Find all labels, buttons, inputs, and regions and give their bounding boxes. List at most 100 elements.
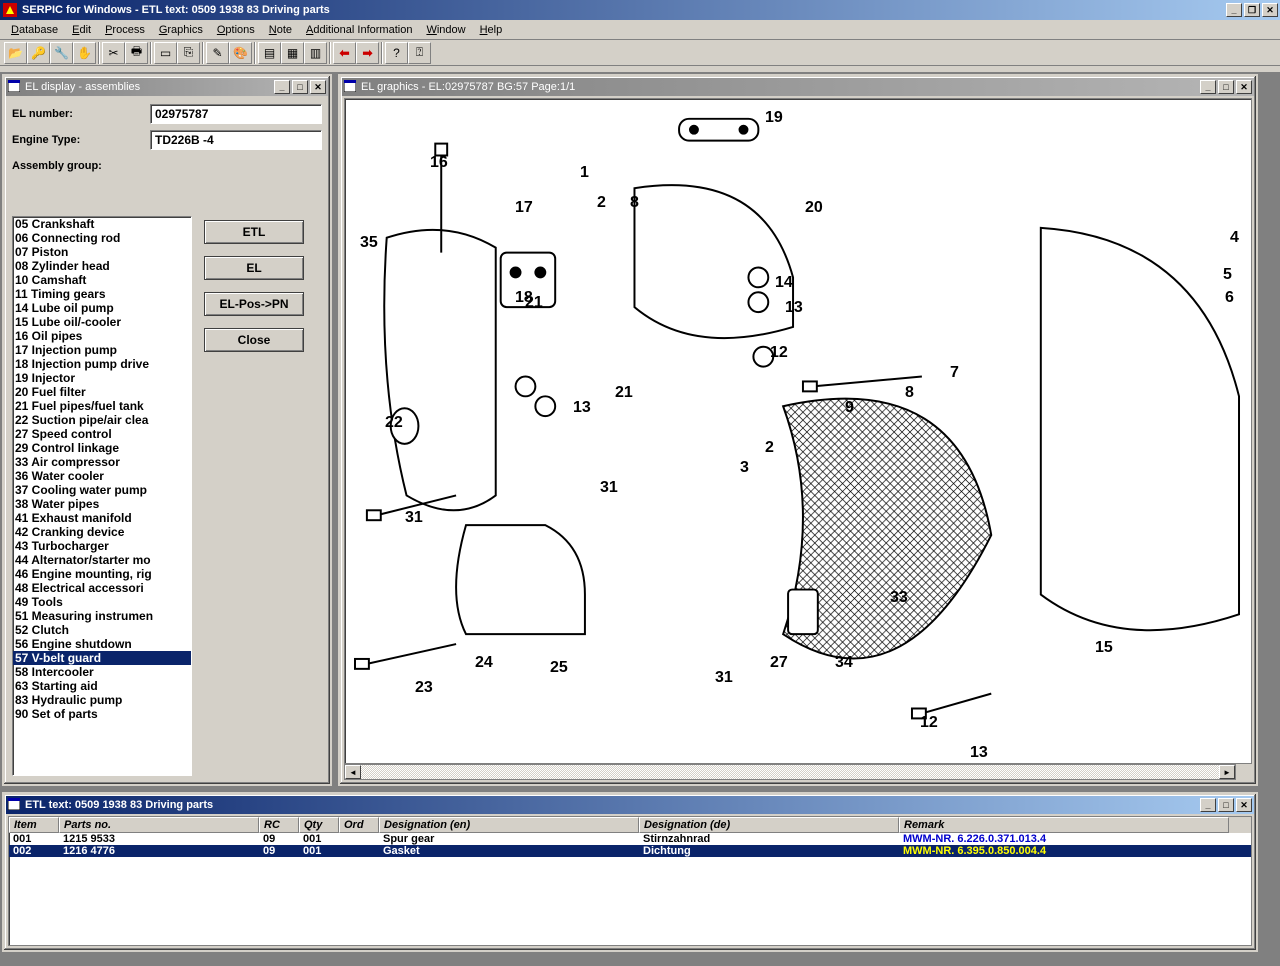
parts-col-parts_no[interactable]: Parts no.	[59, 817, 259, 833]
menu-window[interactable]: Window	[419, 22, 472, 38]
assembly-group-item[interactable]: 49 Tools	[13, 595, 191, 609]
engine-type-input[interactable]	[150, 130, 322, 150]
assembly-group-item[interactable]: 37 Cooling water pump	[13, 483, 191, 497]
assembly-group-item[interactable]: 33 Air compressor	[13, 455, 191, 469]
assembly-group-item[interactable]: 43 Turbocharger	[13, 539, 191, 553]
menu-process[interactable]: Process	[98, 22, 152, 38]
graphics-hscrollbar[interactable]: ◄ ►	[344, 764, 1236, 780]
assembly-group-item[interactable]: 44 Alternator/starter mo	[13, 553, 191, 567]
assembly-group-item[interactable]: 19 Injector	[13, 371, 191, 385]
parts-col-remark[interactable]: Remark	[899, 817, 1229, 833]
assembly-group-item[interactable]: 10 Camshaft	[13, 273, 191, 287]
assembly-group-item[interactable]: 15 Lube oil/-cooler	[13, 315, 191, 329]
arrow-right-icon[interactable]: ➡	[356, 42, 379, 64]
arrow-left-icon[interactable]: ⬅	[333, 42, 356, 64]
graphics-close-button[interactable]: ✕	[1236, 80, 1252, 94]
parts-col-rc[interactable]: RC	[259, 817, 299, 833]
assembly-group-item[interactable]: 38 Water pipes	[13, 497, 191, 511]
print-icon[interactable]: 🖶	[125, 42, 148, 64]
assembly-group-item[interactable]: 36 Water cooler	[13, 469, 191, 483]
parts-minimize-button[interactable]: _	[1200, 798, 1216, 812]
parts-col-des_en[interactable]: Designation (en)	[379, 817, 639, 833]
menu-graphics[interactable]: Graphics	[152, 22, 210, 38]
assembly-group-item[interactable]: 63 Starting aid	[13, 679, 191, 693]
etl-button[interactable]: ETL	[204, 220, 304, 244]
close-assemblies-button[interactable]: Close	[204, 328, 304, 352]
assembly-group-item[interactable]: 27 Speed control	[13, 427, 191, 441]
minimize-button[interactable]: _	[1226, 3, 1242, 17]
assembly-group-item[interactable]: 58 Intercooler	[13, 665, 191, 679]
parts-titlebar[interactable]: ETL text: 0509 1938 83 Driving parts _ □…	[6, 796, 1254, 814]
assembly-group-item[interactable]: 06 Connecting rod	[13, 231, 191, 245]
assembly-group-item[interactable]: 46 Engine mounting, rig	[13, 567, 191, 581]
assembly-group-item[interactable]: 52 Clutch	[13, 623, 191, 637]
parts-table[interactable]: ItemParts no.RCQtyOrdDesignation (en)Des…	[8, 816, 1252, 946]
scroll-right-button[interactable]: ►	[1219, 765, 1235, 779]
assemblies-close-button[interactable]: ✕	[310, 80, 326, 94]
wrench-icon[interactable]: 🔧	[50, 42, 73, 64]
graphics-minimize-button[interactable]: _	[1200, 80, 1216, 94]
parts-col-des_de[interactable]: Designation (de)	[639, 817, 899, 833]
assembly-group-item[interactable]: 90 Set of parts	[13, 707, 191, 721]
copy-icon[interactable]: ⎘	[177, 42, 200, 64]
new-icon[interactable]: ▭	[154, 42, 177, 64]
window2-icon[interactable]: ▦	[281, 42, 304, 64]
context-help-icon[interactable]: ⍰	[408, 42, 431, 64]
menu-database[interactable]: Database	[4, 22, 65, 38]
assembly-group-item[interactable]: 41 Exhaust manifold	[13, 511, 191, 525]
palette-icon[interactable]: 🎨	[229, 42, 252, 64]
assembly-group-item[interactable]: 18 Injection pump drive	[13, 357, 191, 371]
hand-icon[interactable]: ✋	[73, 42, 96, 64]
graphics-pane[interactable]: 1234567891213141516171819202122232425273…	[344, 98, 1252, 764]
assembly-group-item[interactable]: 51 Measuring instrumen	[13, 609, 191, 623]
assembly-group-item[interactable]: 14 Lube oil pump	[13, 301, 191, 315]
window3-icon[interactable]: ▥	[304, 42, 327, 64]
assembly-group-item[interactable]: 08 Zylinder head	[13, 259, 191, 273]
assembly-group-item[interactable]: 20 Fuel filter	[13, 385, 191, 399]
assembly-group-item[interactable]: 48 Electrical accessori	[13, 581, 191, 595]
scissors-icon[interactable]: ✂	[102, 42, 125, 64]
assemblies-maximize-button[interactable]: □	[292, 80, 308, 94]
pencil-icon[interactable]: ✎	[206, 42, 229, 64]
assemblies-titlebar[interactable]: EL display - assemblies _ □ ✕	[6, 78, 328, 96]
scroll-left-button[interactable]: ◄	[345, 765, 361, 779]
assemblies-minimize-button[interactable]: _	[274, 80, 290, 94]
parts-col-item[interactable]: Item	[9, 817, 59, 833]
graphics-titlebar[interactable]: EL graphics - EL:02975787 BG:57 Page:1/1…	[342, 78, 1254, 96]
assembly-group-item[interactable]: 16 Oil pipes	[13, 329, 191, 343]
menu-help[interactable]: Help	[473, 22, 510, 38]
el-number-input[interactable]	[150, 104, 322, 124]
assembly-group-item[interactable]: 11 Timing gears	[13, 287, 191, 301]
parts-col-qty[interactable]: Qty	[299, 817, 339, 833]
menu-options[interactable]: Options	[210, 22, 262, 38]
assembly-group-item[interactable]: 21 Fuel pipes/fuel tank	[13, 399, 191, 413]
parts-row[interactable]: 0011215 953309001Spur gearStirnzahnradMW…	[9, 833, 1251, 845]
folder-icon[interactable]: 📂	[4, 42, 27, 64]
key-icon[interactable]: 🔑	[27, 42, 50, 64]
assembly-group-item[interactable]: 42 Cranking device	[13, 525, 191, 539]
menu-additional-information[interactable]: Additional Information	[299, 22, 419, 38]
parts-close-button[interactable]: ✕	[1236, 798, 1252, 812]
scroll-track[interactable]	[361, 765, 1219, 779]
assembly-group-item[interactable]: 56 Engine shutdown	[13, 637, 191, 651]
assembly-group-item[interactable]: 07 Piston	[13, 245, 191, 259]
parts-row[interactable]: 0021216 477609001GasketDichtungMWM-NR. 6…	[9, 845, 1251, 857]
elpos-button[interactable]: EL-Pos->PN	[204, 292, 304, 316]
help-icon[interactable]: ?	[385, 42, 408, 64]
window1-icon[interactable]: ▤	[258, 42, 281, 64]
parts-maximize-button[interactable]: □	[1218, 798, 1234, 812]
assembly-group-item[interactable]: 29 Control linkage	[13, 441, 191, 455]
parts-col-ord[interactable]: Ord	[339, 817, 379, 833]
assembly-group-listbox[interactable]: 05 Crankshaft06 Connecting rod07 Piston0…	[12, 216, 192, 776]
assembly-group-item[interactable]: 17 Injection pump	[13, 343, 191, 357]
el-button[interactable]: EL	[204, 256, 304, 280]
graphics-maximize-button[interactable]: □	[1218, 80, 1234, 94]
assembly-group-item[interactable]: 57 V-belt guard	[13, 651, 191, 665]
assembly-group-item[interactable]: 22 Suction pipe/air clea	[13, 413, 191, 427]
close-button[interactable]: ✕	[1262, 3, 1278, 17]
assembly-group-item[interactable]: 05 Crankshaft	[13, 217, 191, 231]
restore-button[interactable]: ❐	[1244, 3, 1260, 17]
assembly-group-item[interactable]: 83 Hydraulic pump	[13, 693, 191, 707]
menu-note[interactable]: Note	[262, 22, 299, 38]
menu-edit[interactable]: Edit	[65, 22, 98, 38]
